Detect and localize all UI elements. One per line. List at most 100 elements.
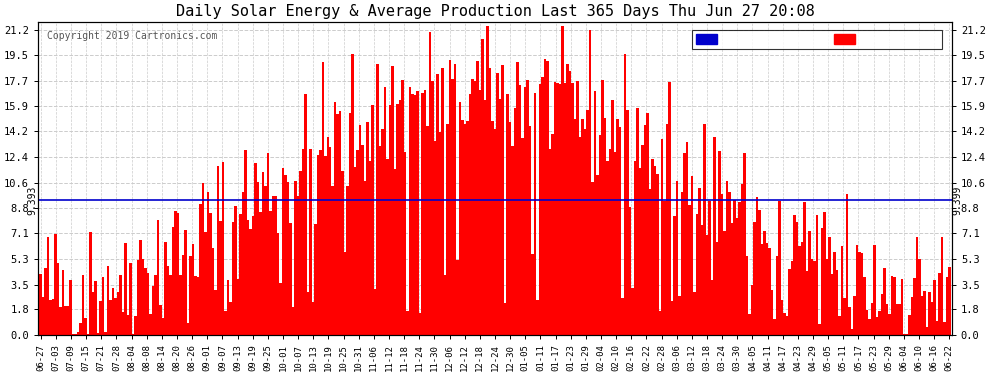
Bar xyxy=(521,138,524,335)
Bar xyxy=(551,134,553,335)
Bar xyxy=(419,314,422,335)
Bar xyxy=(750,285,753,335)
Bar xyxy=(619,127,621,335)
Bar xyxy=(327,136,329,335)
Bar xyxy=(556,83,558,335)
Bar xyxy=(122,312,125,335)
Bar xyxy=(745,256,748,335)
Bar xyxy=(642,146,644,335)
Bar xyxy=(663,201,666,335)
Bar xyxy=(177,213,179,335)
Bar xyxy=(829,237,831,335)
Bar xyxy=(868,319,870,335)
Bar xyxy=(931,302,934,335)
Bar xyxy=(599,135,601,335)
Bar xyxy=(537,300,539,335)
Bar xyxy=(489,68,491,335)
Bar xyxy=(192,244,194,335)
Bar xyxy=(62,270,64,335)
Bar xyxy=(834,252,836,335)
Bar xyxy=(286,182,289,335)
Bar xyxy=(256,183,259,335)
Bar xyxy=(251,216,254,335)
Bar xyxy=(934,280,936,335)
Bar xyxy=(658,310,661,335)
Bar xyxy=(107,266,109,335)
Bar xyxy=(918,260,921,335)
Bar xyxy=(903,334,906,335)
Bar xyxy=(781,300,783,335)
Bar xyxy=(606,160,609,335)
Bar xyxy=(798,246,801,335)
Bar xyxy=(501,65,504,335)
Bar xyxy=(803,202,806,335)
Bar xyxy=(926,327,928,335)
Bar xyxy=(936,321,939,335)
Bar xyxy=(576,81,578,335)
Bar xyxy=(527,80,529,335)
Bar xyxy=(432,81,434,335)
Bar xyxy=(734,200,736,335)
Bar xyxy=(261,172,264,335)
Bar xyxy=(886,304,888,335)
Bar xyxy=(831,274,834,335)
Bar xyxy=(199,204,202,335)
Bar xyxy=(346,186,348,335)
Bar xyxy=(242,192,245,335)
Bar xyxy=(366,122,369,335)
Bar xyxy=(64,306,67,335)
Bar xyxy=(546,61,548,335)
Bar xyxy=(923,291,926,335)
Bar xyxy=(491,122,494,335)
Bar xyxy=(701,225,704,335)
Bar xyxy=(329,147,332,335)
Bar xyxy=(317,154,319,335)
Bar xyxy=(548,148,551,335)
Bar xyxy=(182,255,184,335)
Bar xyxy=(240,214,242,335)
Bar xyxy=(499,99,501,335)
Bar xyxy=(496,74,499,335)
Bar xyxy=(939,273,940,335)
Bar xyxy=(399,100,401,335)
Bar xyxy=(668,82,671,335)
Bar xyxy=(471,79,474,335)
Bar xyxy=(532,254,534,335)
Bar xyxy=(348,113,351,335)
Bar xyxy=(84,318,87,335)
Bar xyxy=(342,171,344,335)
Bar xyxy=(102,277,104,335)
Bar xyxy=(648,189,651,335)
Bar xyxy=(140,240,142,335)
Bar xyxy=(739,202,741,335)
Bar xyxy=(264,186,266,335)
Bar xyxy=(314,224,317,335)
Bar xyxy=(359,125,361,335)
Bar xyxy=(611,100,614,335)
Bar xyxy=(534,93,537,335)
Bar xyxy=(412,94,414,335)
Bar xyxy=(50,300,51,335)
Bar xyxy=(202,183,204,335)
Bar xyxy=(414,95,417,335)
Bar xyxy=(614,152,616,335)
Bar xyxy=(519,85,521,335)
Bar xyxy=(811,260,813,335)
Bar xyxy=(117,291,120,335)
Bar xyxy=(94,280,97,335)
Bar xyxy=(204,232,207,335)
Bar xyxy=(761,244,763,335)
Bar xyxy=(112,288,114,335)
Bar xyxy=(768,248,771,335)
Bar xyxy=(417,90,419,335)
Bar xyxy=(624,54,626,335)
Bar xyxy=(783,314,786,335)
Bar xyxy=(948,267,950,335)
Bar xyxy=(653,166,656,335)
Bar xyxy=(274,196,276,335)
Bar xyxy=(514,108,516,335)
Bar xyxy=(424,90,427,335)
Bar xyxy=(281,168,284,335)
Bar xyxy=(806,271,808,335)
Bar xyxy=(394,169,396,335)
